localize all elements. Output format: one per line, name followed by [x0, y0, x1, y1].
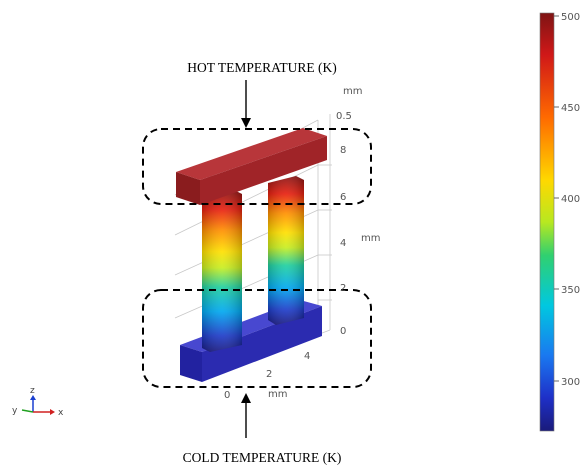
orientation-triad: z x y [12, 386, 64, 418]
cold-arrow [241, 393, 251, 438]
z-tick: 4 [340, 238, 346, 249]
triad-y-label: y [12, 406, 18, 416]
hot-arrow [241, 80, 251, 128]
colorbar-tick: 300 [561, 377, 580, 388]
back-leg [268, 176, 304, 325]
colorbar [539, 12, 555, 432]
z-tick: 6 [340, 192, 346, 203]
x-tick: 2 [266, 369, 272, 380]
hot-temperature-label: HOT TEMPERATURE (K) [187, 60, 337, 75]
colorbar-tick: 500 [561, 12, 580, 23]
x-axis-ticks: 4 2 0 mm [224, 351, 310, 401]
z-tick: 0 [340, 326, 346, 337]
z-tick: 2 [340, 283, 346, 294]
hot-region-box [142, 128, 372, 205]
x-tick: 4 [304, 351, 310, 362]
color-legend: 500 450 400 350 300 [539, 12, 580, 432]
z-axis-unit-mid: mm [361, 233, 380, 244]
z-tick: 8 [340, 145, 346, 156]
cold-region-box [142, 289, 372, 388]
z-axis-unit-top: mm [343, 86, 362, 97]
cold-temperature-label: COLD TEMPERATURE (K) [183, 450, 342, 465]
colorbar-tick: 400 [561, 194, 580, 205]
triad-x-label: x [58, 408, 64, 418]
hot-top-block [176, 128, 327, 205]
z-axis-ticks: mm 0.5 8 6 4 2 0 mm [336, 86, 380, 337]
triad-z-label: z [30, 386, 35, 396]
colorbar-tick: 450 [561, 103, 580, 114]
colorbar-tick: 350 [561, 285, 580, 296]
x-axis-unit: mm [268, 389, 287, 400]
z-tick: 0.5 [336, 111, 352, 122]
front-leg [202, 190, 242, 352]
x-tick: 0 [224, 390, 230, 401]
